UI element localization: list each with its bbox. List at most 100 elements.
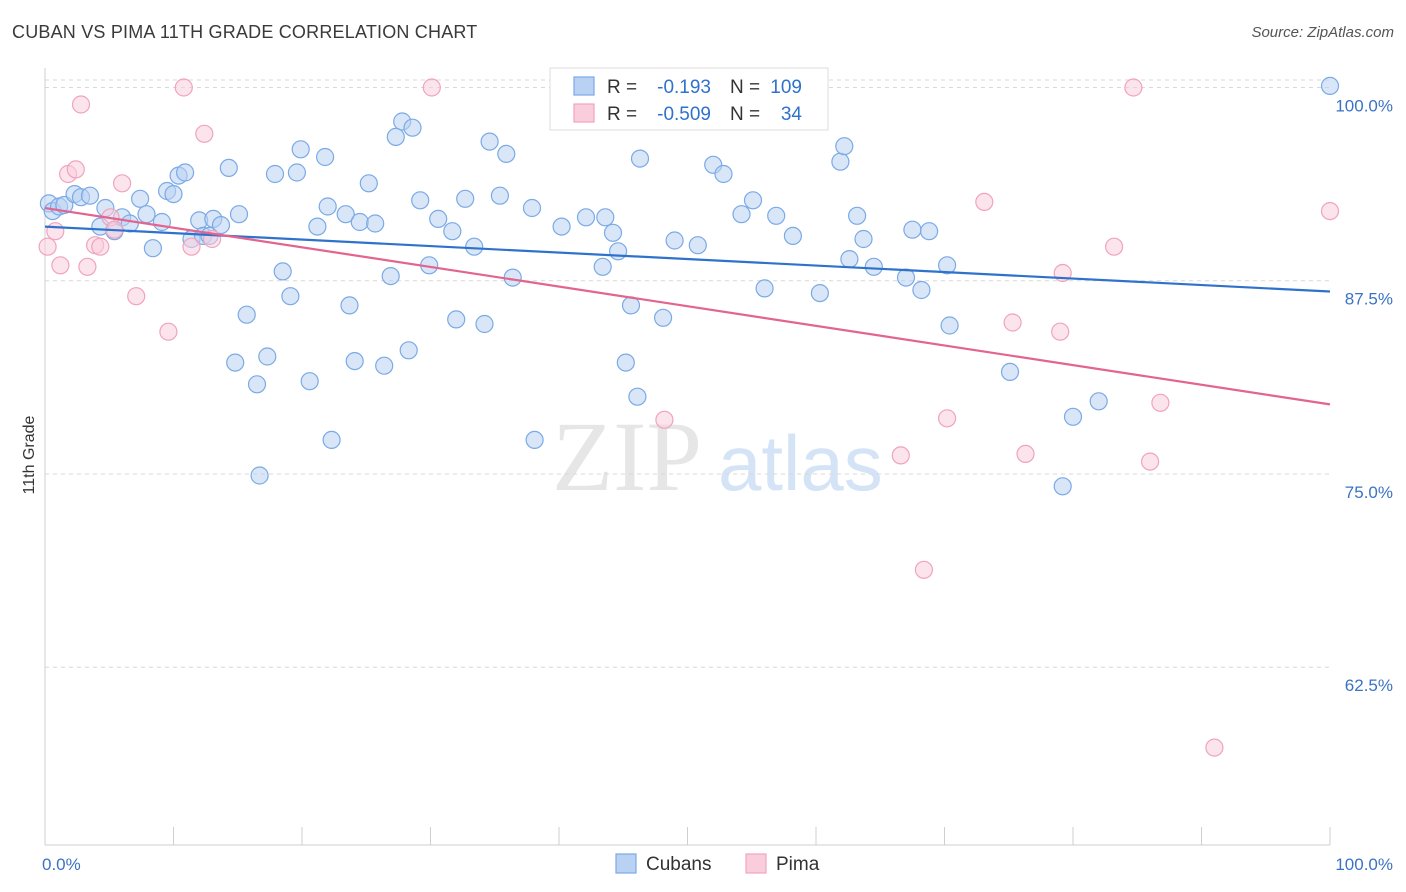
watermark-zip: ZIP bbox=[552, 401, 702, 512]
data-point bbox=[783, 226, 803, 245]
stats-n-label: N = bbox=[730, 77, 760, 98]
data-point bbox=[616, 353, 635, 372]
trend-lines bbox=[44, 206, 1331, 406]
x-tick-label: 0.0% bbox=[42, 855, 81, 874]
data-point bbox=[318, 197, 337, 216]
stats-r-value: -0.509 bbox=[657, 104, 711, 125]
data-point bbox=[403, 118, 422, 137]
data-point bbox=[159, 322, 178, 341]
legend-label-pima: Pima bbox=[776, 854, 820, 875]
data-point bbox=[211, 216, 231, 235]
data-point bbox=[847, 206, 867, 225]
data-point bbox=[71, 95, 91, 114]
data-point bbox=[91, 237, 110, 256]
data-point bbox=[593, 257, 612, 276]
data-point bbox=[250, 466, 269, 485]
data-point bbox=[164, 185, 183, 204]
stats-swatch bbox=[573, 76, 595, 96]
series-pima-points bbox=[38, 78, 1340, 757]
stats-box-frame bbox=[549, 67, 829, 131]
data-point bbox=[340, 296, 359, 315]
y-axis-title: 11th Grade bbox=[21, 415, 38, 494]
data-point bbox=[429, 209, 448, 228]
data-point bbox=[653, 308, 673, 327]
stats-r-value: -0.193 bbox=[657, 77, 711, 98]
legend-label-cubans: Cubans bbox=[646, 854, 712, 875]
data-point bbox=[525, 430, 544, 449]
data-point bbox=[291, 140, 310, 159]
data-point bbox=[630, 149, 650, 168]
data-point bbox=[714, 164, 733, 184]
data-point bbox=[475, 314, 494, 334]
data-point bbox=[628, 387, 647, 406]
data-point bbox=[576, 208, 596, 227]
data-point bbox=[975, 192, 994, 211]
y-tick-label: 62.5% bbox=[1345, 676, 1393, 695]
y-tick-label: 75.0% bbox=[1345, 483, 1393, 502]
data-point bbox=[443, 222, 462, 241]
trend-line-cubans bbox=[44, 225, 1331, 293]
data-point bbox=[1016, 444, 1035, 463]
data-point bbox=[66, 160, 85, 179]
stats-n-value: 34 bbox=[781, 104, 803, 125]
data-point bbox=[1320, 202, 1340, 221]
data-point bbox=[732, 205, 751, 224]
data-point bbox=[608, 242, 628, 261]
axes: 100.0% 87.5% 75.0% 62.5% 0.0% 100.0% 11th Grad… bbox=[21, 68, 1393, 874]
data-point bbox=[46, 222, 65, 241]
data-point bbox=[522, 198, 542, 218]
data-point bbox=[359, 174, 378, 193]
data-point bbox=[912, 280, 931, 300]
data-point bbox=[896, 268, 916, 287]
data-point bbox=[919, 222, 939, 241]
data-point bbox=[1151, 393, 1170, 412]
data-point bbox=[864, 257, 883, 276]
data-point bbox=[490, 186, 509, 205]
data-point bbox=[381, 267, 400, 286]
data-point bbox=[127, 287, 146, 306]
data-point bbox=[655, 410, 674, 429]
data-point bbox=[273, 262, 292, 281]
data-point bbox=[480, 132, 499, 151]
data-point bbox=[247, 375, 267, 394]
data-point bbox=[903, 220, 922, 239]
data-point bbox=[195, 124, 214, 143]
data-point bbox=[131, 189, 150, 208]
data-point bbox=[1003, 313, 1022, 332]
data-point bbox=[399, 341, 418, 360]
data-point bbox=[265, 164, 285, 184]
source-credit: Source: ZipAtlas.com bbox=[1251, 24, 1394, 41]
data-point bbox=[1000, 362, 1020, 381]
data-point bbox=[552, 217, 571, 236]
legend-swatch-pima bbox=[745, 853, 767, 874]
data-point bbox=[112, 174, 132, 193]
data-point bbox=[1140, 452, 1160, 471]
data-point bbox=[937, 256, 957, 275]
data-point bbox=[831, 152, 850, 171]
data-point bbox=[840, 250, 859, 269]
data-point bbox=[456, 189, 475, 208]
data-point bbox=[229, 205, 249, 224]
data-point bbox=[322, 430, 341, 449]
data-point bbox=[80, 186, 100, 205]
data-point bbox=[287, 163, 306, 182]
trend-line-pima bbox=[44, 206, 1331, 406]
x-tick-label: 100.0% bbox=[1335, 855, 1393, 874]
data-point bbox=[914, 560, 934, 579]
data-point bbox=[1063, 407, 1083, 426]
data-point bbox=[120, 214, 139, 233]
stats-n-value: 109 bbox=[770, 77, 802, 98]
data-point bbox=[176, 163, 195, 182]
data-point bbox=[219, 158, 238, 177]
data-points bbox=[38, 76, 1340, 757]
series-cubans-points bbox=[39, 76, 1340, 496]
data-point bbox=[755, 279, 774, 298]
data-point bbox=[375, 356, 394, 375]
data-point bbox=[1320, 76, 1340, 96]
data-point bbox=[465, 237, 484, 256]
data-point bbox=[386, 127, 405, 146]
y-tick-label: 100.0% bbox=[1335, 96, 1393, 115]
data-point bbox=[1124, 78, 1143, 97]
data-point bbox=[1053, 477, 1072, 496]
